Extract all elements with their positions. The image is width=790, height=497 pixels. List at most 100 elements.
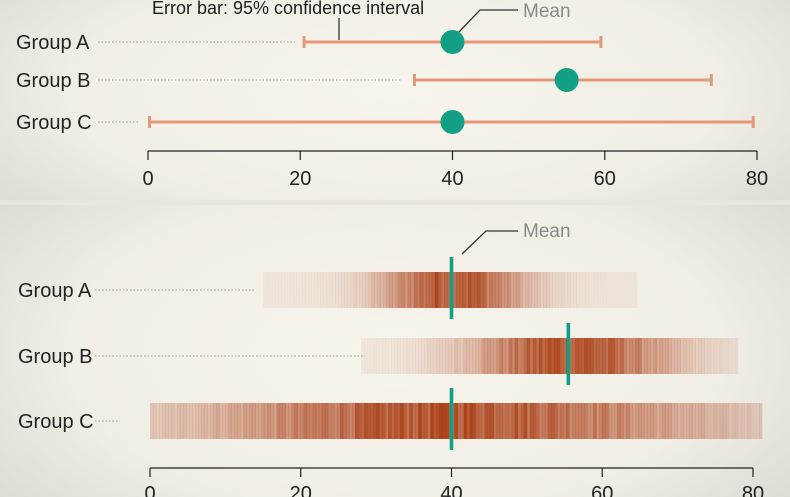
band-strip — [585, 272, 589, 308]
band-group-label-group-a: Group A — [18, 280, 92, 302]
top-tick-label-60: 60 — [594, 168, 616, 190]
band-strip — [228, 403, 232, 439]
band-strip — [284, 272, 288, 308]
band-strip — [177, 403, 181, 439]
band-strip — [719, 403, 724, 439]
band-strip — [567, 272, 571, 308]
band-strip — [644, 338, 648, 374]
band-strip — [587, 403, 591, 439]
band-strip — [468, 272, 472, 308]
band-strip — [243, 403, 247, 439]
gradient-band-group-c — [150, 403, 763, 439]
band-strip — [656, 338, 660, 374]
band-strip — [308, 272, 312, 308]
band-strip — [529, 338, 534, 374]
band-strip — [626, 338, 630, 374]
band-strip — [347, 272, 351, 308]
band-strip — [281, 272, 285, 308]
band-strip — [377, 272, 381, 308]
band-strip — [430, 338, 434, 374]
band-strip — [395, 272, 400, 308]
band-strip — [578, 338, 582, 374]
gradient-band-panel — [0, 205, 790, 497]
mean-point-group-b — [554, 68, 579, 92]
band-strip — [516, 272, 520, 308]
band-strip — [198, 403, 202, 439]
band-strip — [555, 272, 559, 308]
band-strip — [588, 272, 592, 308]
band-strip — [252, 403, 256, 439]
band-strip — [635, 403, 639, 439]
band-strip — [629, 403, 633, 439]
band-strip — [532, 403, 537, 439]
band-strip — [454, 403, 458, 439]
band-strip — [391, 338, 395, 374]
band-strip — [445, 338, 449, 374]
band-strip — [358, 403, 362, 439]
band-strip — [324, 403, 329, 439]
band-mean-line-group-b — [566, 323, 571, 385]
band-strip — [590, 338, 594, 374]
band-strip — [338, 272, 342, 308]
band-strip — [683, 338, 687, 374]
band-strip — [599, 403, 603, 439]
band-strip — [656, 403, 660, 439]
band-strip — [716, 338, 721, 374]
band-strip — [451, 338, 455, 374]
band-strip — [505, 403, 510, 439]
band-strip — [314, 272, 318, 308]
band-strip — [753, 403, 757, 439]
band-strip — [707, 403, 712, 439]
band-strip — [538, 403, 543, 439]
band-strip — [647, 403, 651, 439]
band-strip — [668, 403, 672, 439]
band-strip — [535, 403, 540, 439]
band-strip — [457, 338, 461, 374]
band-strip — [460, 403, 464, 439]
band-strip — [623, 338, 627, 374]
band-strip — [686, 403, 690, 439]
band-strip — [309, 403, 314, 439]
band-strip — [454, 338, 458, 374]
band-strip — [153, 403, 157, 439]
band-strip — [570, 272, 574, 308]
band-strip — [514, 338, 519, 374]
band-strip — [159, 403, 163, 439]
band-strip — [477, 272, 481, 308]
group-label-group-a: Group A — [16, 32, 90, 54]
band-strip — [523, 403, 528, 439]
band-strip — [288, 403, 293, 439]
band-strip — [550, 403, 555, 439]
band-strip — [496, 403, 501, 439]
band-strip — [466, 403, 470, 439]
band-strip — [290, 272, 294, 308]
band-strip — [373, 403, 377, 439]
band-strip — [502, 338, 507, 374]
band-strip — [674, 403, 678, 439]
band-strip — [659, 338, 663, 374]
band-strip — [650, 403, 654, 439]
band-strip — [300, 403, 305, 439]
band-strip — [490, 338, 495, 374]
top-tick-label-20: 20 — [289, 168, 311, 190]
band-strip — [456, 272, 460, 308]
band-strip — [611, 403, 615, 439]
band-strip — [731, 403, 736, 439]
band-strip — [701, 338, 706, 374]
band-strip — [267, 403, 271, 439]
band-strip — [344, 272, 348, 308]
band-strip — [150, 403, 154, 439]
band-strip — [638, 403, 642, 439]
band-strip — [397, 403, 401, 439]
band-strip — [756, 403, 760, 439]
band-strip — [434, 272, 439, 308]
band-strip — [620, 403, 624, 439]
band-strip — [603, 272, 608, 308]
band-group-label-group-b: Group B — [18, 346, 92, 368]
band-strip — [261, 403, 265, 439]
band-strip — [561, 272, 565, 308]
band-strip — [493, 403, 498, 439]
band-strip — [544, 403, 549, 439]
band-strip — [419, 272, 424, 308]
